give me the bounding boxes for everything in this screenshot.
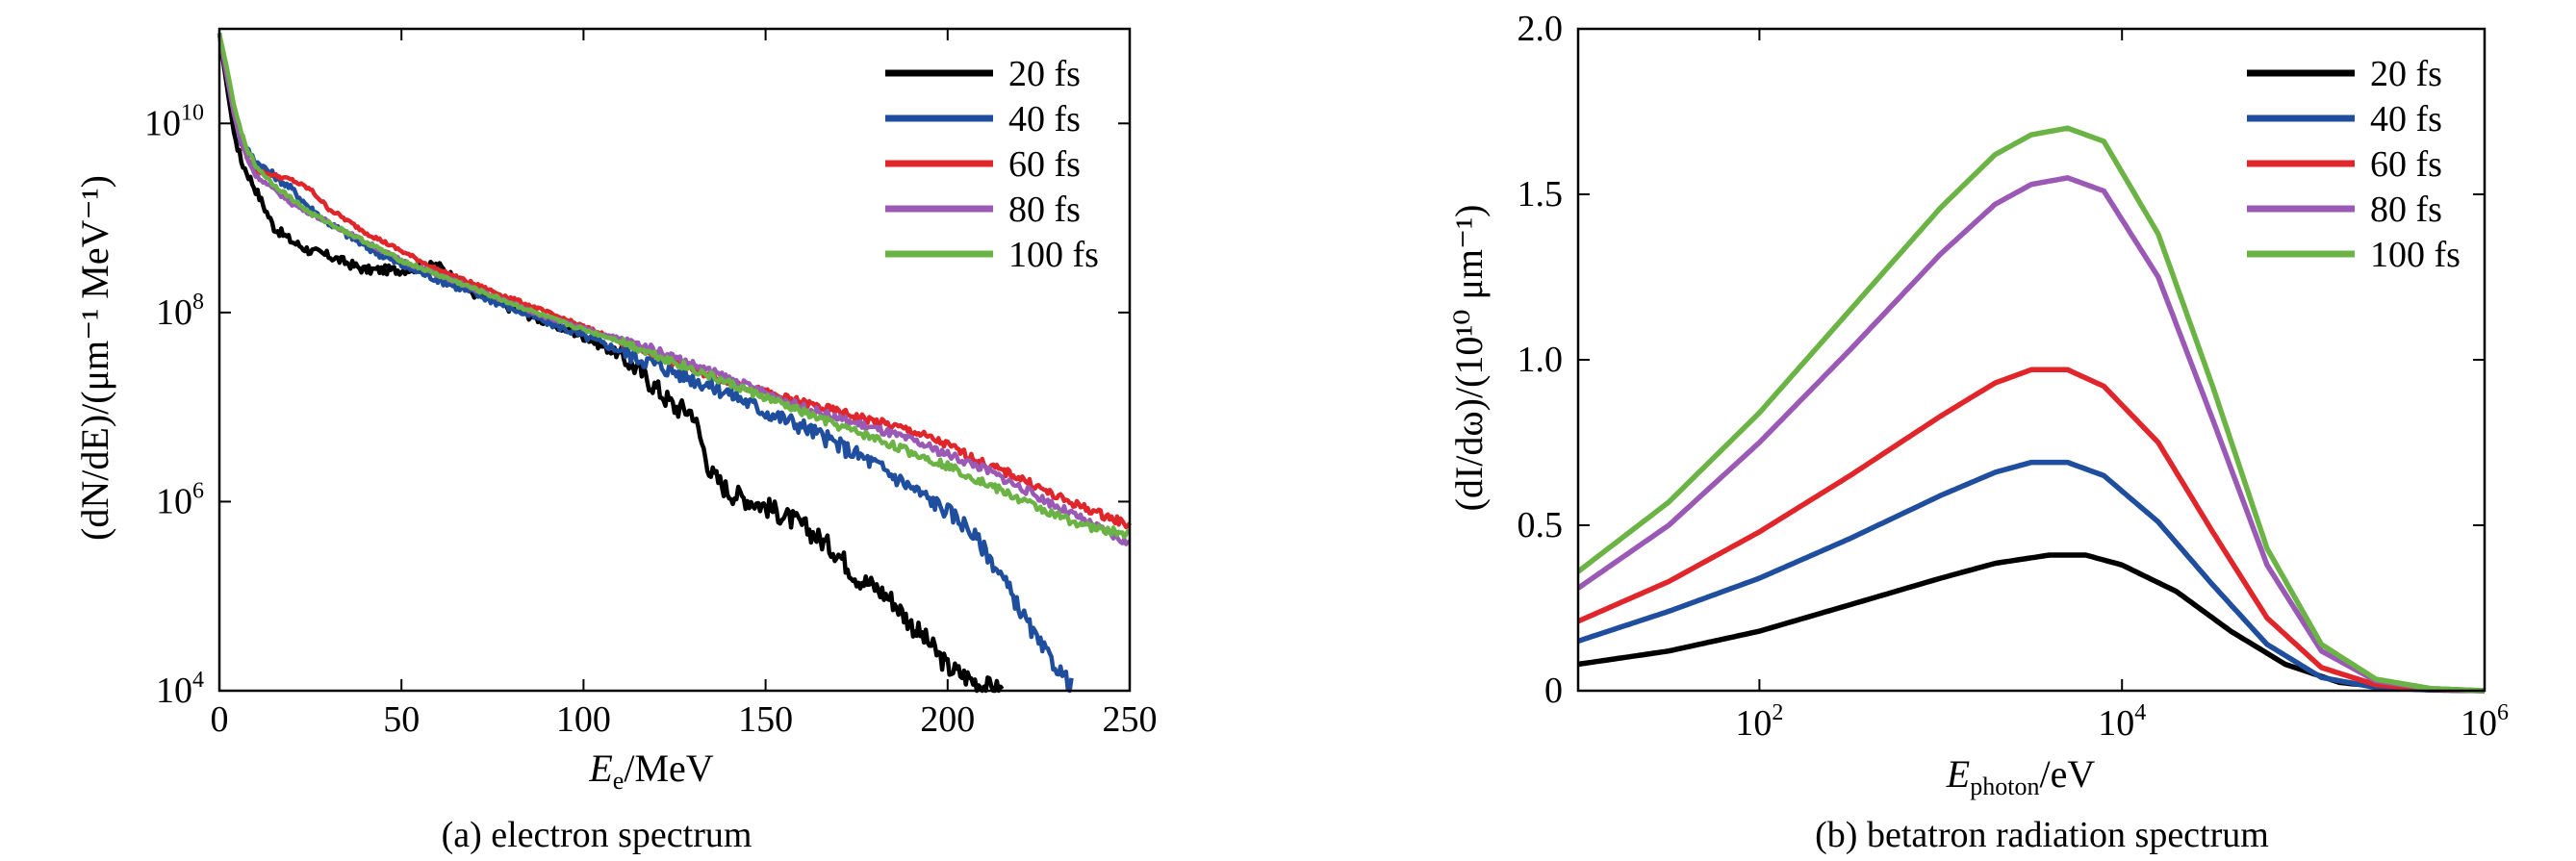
legend-label-b-0: 20 fs — [2370, 54, 2442, 94]
y-tick-base-a-0: 10 — [156, 671, 192, 711]
legend-label-b-1: 40 fs — [2370, 99, 2442, 139]
legend-label-a-2: 60 fs — [1008, 144, 1081, 185]
x-tick-base-b-1: 10 — [2098, 703, 2134, 744]
y-tick-base-a-1: 10 — [156, 481, 192, 521]
x-tick-label-b-0: 102 — [1735, 700, 1783, 744]
x-axis-label-b: Ephoton/eV — [1946, 752, 2096, 800]
x-tick-label-a-5: 250 — [1103, 699, 1158, 740]
series-line-b-0 — [1577, 552, 2486, 694]
x-tick-label-a-4: 200 — [920, 699, 975, 740]
x-tick-label-b-2: 106 — [2461, 700, 2509, 744]
legend-a: 20 fs 40 fs 60 fs 80 fs 100 fs — [885, 54, 1099, 275]
series-line-a-2 — [217, 33, 1132, 530]
legend-label-a-1: 40 fs — [1008, 99, 1081, 139]
legend-label-a-3: 80 fs — [1008, 190, 1081, 230]
y-tick-exp-a-3: 10 — [181, 100, 204, 125]
y-tick-exp-a-0: 4 — [192, 668, 204, 693]
x-tick-base-b-0: 10 — [1735, 703, 1772, 744]
caption-b: (b) betatron radiation spectrum — [1815, 815, 2269, 855]
series-line-a-1 — [217, 33, 1074, 694]
legend-label-b-2: 60 fs — [2370, 144, 2442, 185]
y-tick-label-b-1: 0.5 — [1518, 505, 1564, 545]
y-tick-label-a-3: 1010 — [144, 100, 204, 143]
legend-label-a-0: 20 fs — [1008, 54, 1081, 94]
series-line-a-0 — [217, 33, 1005, 694]
x-tick-label-b-1: 104 — [2098, 700, 2146, 744]
y-axis-label-b: (dI/dω)/(10¹⁰ μm⁻¹) — [1447, 205, 1491, 512]
plot-area-a — [217, 33, 1132, 694]
series-line-a-4 — [217, 33, 1131, 540]
x-tick-label-a-3: 150 — [738, 699, 793, 740]
legend-label-b-4: 100 fs — [2370, 235, 2461, 275]
axes-frame-a — [217, 27, 1132, 693]
legend-label-b-3: 80 fs — [2370, 190, 2442, 230]
y-axis-label-a: (dN/dE)/(μm⁻¹ MeV⁻¹) — [73, 175, 116, 541]
y-tick-label-b-2: 1.0 — [1518, 340, 1564, 380]
y-tick-label-a-1: 106 — [156, 478, 204, 521]
x-tick-exp-b-1: 4 — [2134, 700, 2146, 725]
x-tick-label-a-2: 100 — [556, 699, 611, 740]
legend-b: 20 fs 40 fs 60 fs 80 fs 100 fs — [2247, 54, 2461, 275]
series-line-b-3 — [1576, 175, 2486, 694]
plot-area-b — [1576, 125, 2486, 694]
series-line-b-4 — [1576, 125, 2486, 694]
y-tick-base-a-2: 10 — [156, 292, 192, 333]
x-tick-label-a-0: 0 — [211, 699, 229, 740]
y-tick-label-a-0: 104 — [156, 668, 204, 711]
y-tick-label-a-2: 108 — [156, 290, 204, 333]
y-tick-base-a-3: 10 — [144, 103, 181, 143]
legend-label-a-4: 100 fs — [1008, 235, 1099, 275]
caption-a: (a) electron spectrum — [442, 815, 752, 855]
x-tick-exp-b-0: 2 — [1772, 700, 1783, 725]
series-line-b-1 — [1577, 459, 2485, 694]
y-tick-exp-a-1: 6 — [192, 478, 204, 503]
axes-frame-b — [1576, 27, 2487, 693]
x-axis-label-a: Ee/MeV — [588, 747, 713, 795]
y-tick-label-b-3: 1.5 — [1518, 174, 1564, 215]
x-tick-exp-b-2: 6 — [2497, 700, 2509, 725]
y-tick-label-b-4: 2.0 — [1518, 9, 1564, 49]
x-tick-label-a-1: 50 — [383, 699, 420, 740]
series-line-b-2 — [1576, 367, 2486, 694]
y-tick-label-b-0: 0 — [1544, 671, 1563, 711]
x-tick-base-b-2: 10 — [2461, 703, 2497, 744]
y-tick-exp-a-2: 8 — [192, 290, 204, 315]
